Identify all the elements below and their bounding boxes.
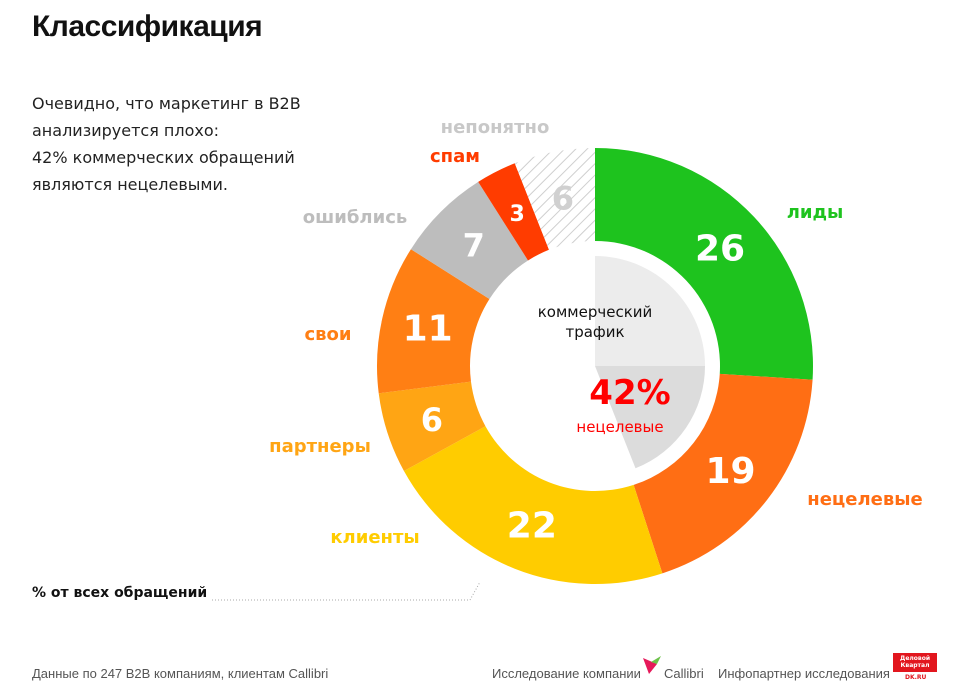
slice-value-label: 6 — [552, 180, 574, 218]
source-note: Данные по 247 B2B компаниям, клиентам Ca… — [32, 666, 329, 681]
intro-line: являются нецелевыми. — [32, 175, 228, 194]
slice-value-label: 22 — [507, 505, 557, 546]
intro-line: Очевидно, что маркетинг в B2B — [32, 94, 301, 113]
intro-line: 42% коммерческих обращений — [32, 148, 295, 167]
inner-pie-commercial-slice — [595, 256, 705, 366]
slice-6 — [478, 163, 549, 261]
slice-1 — [633, 373, 813, 574]
inner-highlight-value: 42% — [589, 373, 671, 413]
slice-3 — [378, 381, 486, 472]
slice-name-label: клиенты — [330, 527, 419, 548]
inner-pie-nontarget-slice — [595, 366, 705, 469]
slice-name-label: ошиблись — [303, 207, 408, 228]
slice-name-label: спам — [430, 146, 480, 167]
slice-value-label: 26 — [695, 229, 745, 270]
inner-highlight-label: нецелевые — [576, 418, 664, 436]
slice-value-label: 6 — [421, 401, 443, 439]
slice-name-label: лиды — [787, 202, 844, 223]
slice-value-label: 7 — [463, 227, 485, 265]
partner-label: Инфопартнер исследования — [718, 666, 890, 681]
inner-label: коммерческий трафик — [537, 303, 653, 341]
slice-0 — [595, 148, 813, 380]
callibri-logo-text: Callibri — [664, 666, 704, 681]
intro-line: анализируется плохо: — [32, 121, 220, 140]
slice-name-label: партнеры — [269, 436, 371, 457]
dk-url: DK.RU — [905, 674, 927, 681]
slice-value-label: 19 — [705, 451, 755, 492]
slice-7 — [514, 148, 595, 250]
slice-name-label: свои — [304, 324, 351, 345]
intro-text: Очевидно, что маркетинг в B2B анализируе… — [32, 90, 322, 198]
slice-name-label: непонятно — [441, 117, 550, 138]
slice-value-label: 11 — [403, 309, 453, 350]
page-title: Классификация — [32, 10, 263, 43]
slice-name-label: нецелевые — [807, 489, 922, 510]
dk-logo: Деловой Квартал — [893, 653, 937, 672]
callibri-bird-icon — [643, 656, 661, 674]
slice-value-label: 3 — [509, 202, 524, 227]
slice-2 — [403, 426, 663, 585]
slice-5 — [410, 181, 529, 300]
study-label: Исследование компании — [492, 666, 641, 681]
footnote-leader-line — [212, 581, 481, 601]
footnote: % от всех обращений — [32, 585, 208, 601]
slice-4 — [377, 249, 490, 394]
